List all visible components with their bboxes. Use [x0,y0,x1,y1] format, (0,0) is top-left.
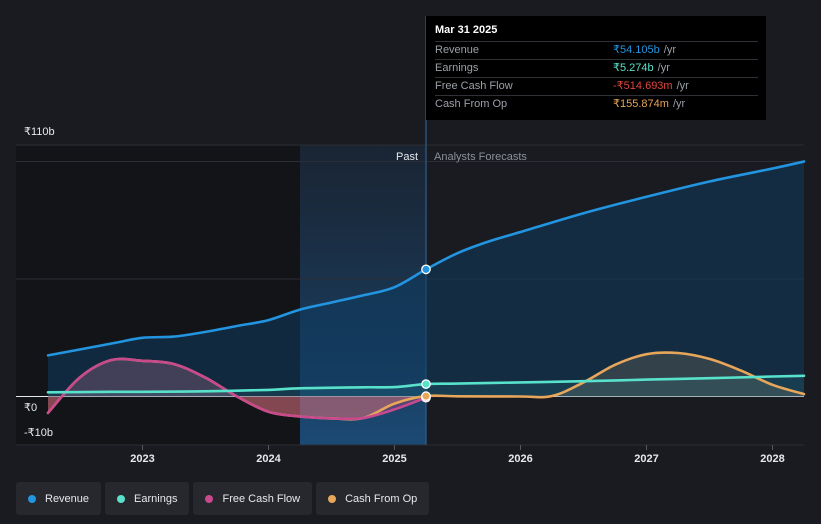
legend-dot-icon [328,494,337,503]
tooltip-row-label: Revenue [435,44,480,56]
tooltip-row-label: Cash From Op [435,98,508,110]
legend-item-label: Revenue [45,492,90,505]
y-tick-label: ₹110b [24,126,55,138]
x-tick-label: 2026 [508,453,532,465]
y-tick-label: ₹0 [24,402,37,414]
revenue-marker [421,264,431,275]
legend-item-label: Earnings [134,492,178,505]
series-lines [46,160,806,421]
tooltip-row-value-wrap: ₹155.874m/yr [613,96,685,113]
legend-item-cash-from-op[interactable]: Cash From Op [316,482,430,515]
legend-item-label: Cash From Op [345,492,418,505]
earnings-line [46,374,806,394]
tooltip-row-label: Earnings [435,62,479,74]
revenue-area [48,161,804,397]
tooltip-row-value-wrap: ₹5.274b/yr [613,60,670,77]
tooltip-row-value-wrap: -₹514.693m/yr [613,78,689,95]
tooltip-row-value: ₹155.874m [613,98,669,110]
x-tick-label: 2025 [382,453,406,465]
series-markers [421,264,431,403]
y-tick-label: -₹10b [24,427,53,439]
data-tooltip: Mar 31 2025 Revenue ₹54.105b/yr Earnings ₹5… [426,16,766,120]
revenue-line [46,160,806,357]
tooltip-row-unit: /yr [676,80,689,92]
tooltip-row-unit: /yr [663,44,676,56]
tooltip-row: Free Cash Flow -₹514.693m/yr [435,77,758,95]
tooltip-row: Revenue ₹54.105b/yr [435,41,758,59]
tooltip-row: Cash From Op ₹155.874m/yr [435,95,758,113]
forecast-label: Analysts Forecasts [434,151,527,163]
tooltip-row-unit: /yr [672,98,686,110]
tooltip-row-label: Free Cash Flow [435,80,513,92]
tooltip-row-value: ₹54.105b [613,44,660,56]
cash-from-op-marker [421,391,431,401]
legend-dot-icon [117,494,126,503]
legend-dot-icon [28,494,36,503]
x-tick-label: 2028 [760,453,784,465]
axis-labels: ₹110b ₹0 -₹10b 2023 2024 2025 2026 2027 2028 Past… [24,126,785,465]
legend-item-earnings[interactable]: Earnings [105,482,190,515]
chart-legend: Revenue Earnings Free Cash Flow Cash From O… [16,482,430,515]
tooltip-row-value-wrap: ₹54.105b/yr [613,42,676,59]
tooltip-rows: Revenue ₹54.105b/yr Earnings ₹5.274b/yr Free… [435,41,758,113]
legend-item-label: Free Cash Flow [222,492,301,505]
legend-item-free-cash-flow[interactable]: Free Cash Flow [193,482,313,515]
tooltip-row-unit: /yr [657,62,670,74]
earnings-marker [421,379,431,389]
past-label: Past [396,151,418,163]
x-tick-label: 2024 [256,453,281,465]
tooltip-row-value: -₹514.693m [613,80,673,92]
x-tick-label: 2023 [130,453,154,465]
legend-item-revenue[interactable]: Revenue [16,482,102,515]
legend-dot-icon [205,494,214,503]
free-cash-flow-line [46,357,428,421]
tooltip-date: Mar 31 2025 [435,24,498,36]
tooltip-row-value: ₹5.274b [613,62,654,74]
tooltip-row: Earnings ₹5.274b/yr [435,59,758,77]
x-tick-label: 2027 [634,453,658,465]
